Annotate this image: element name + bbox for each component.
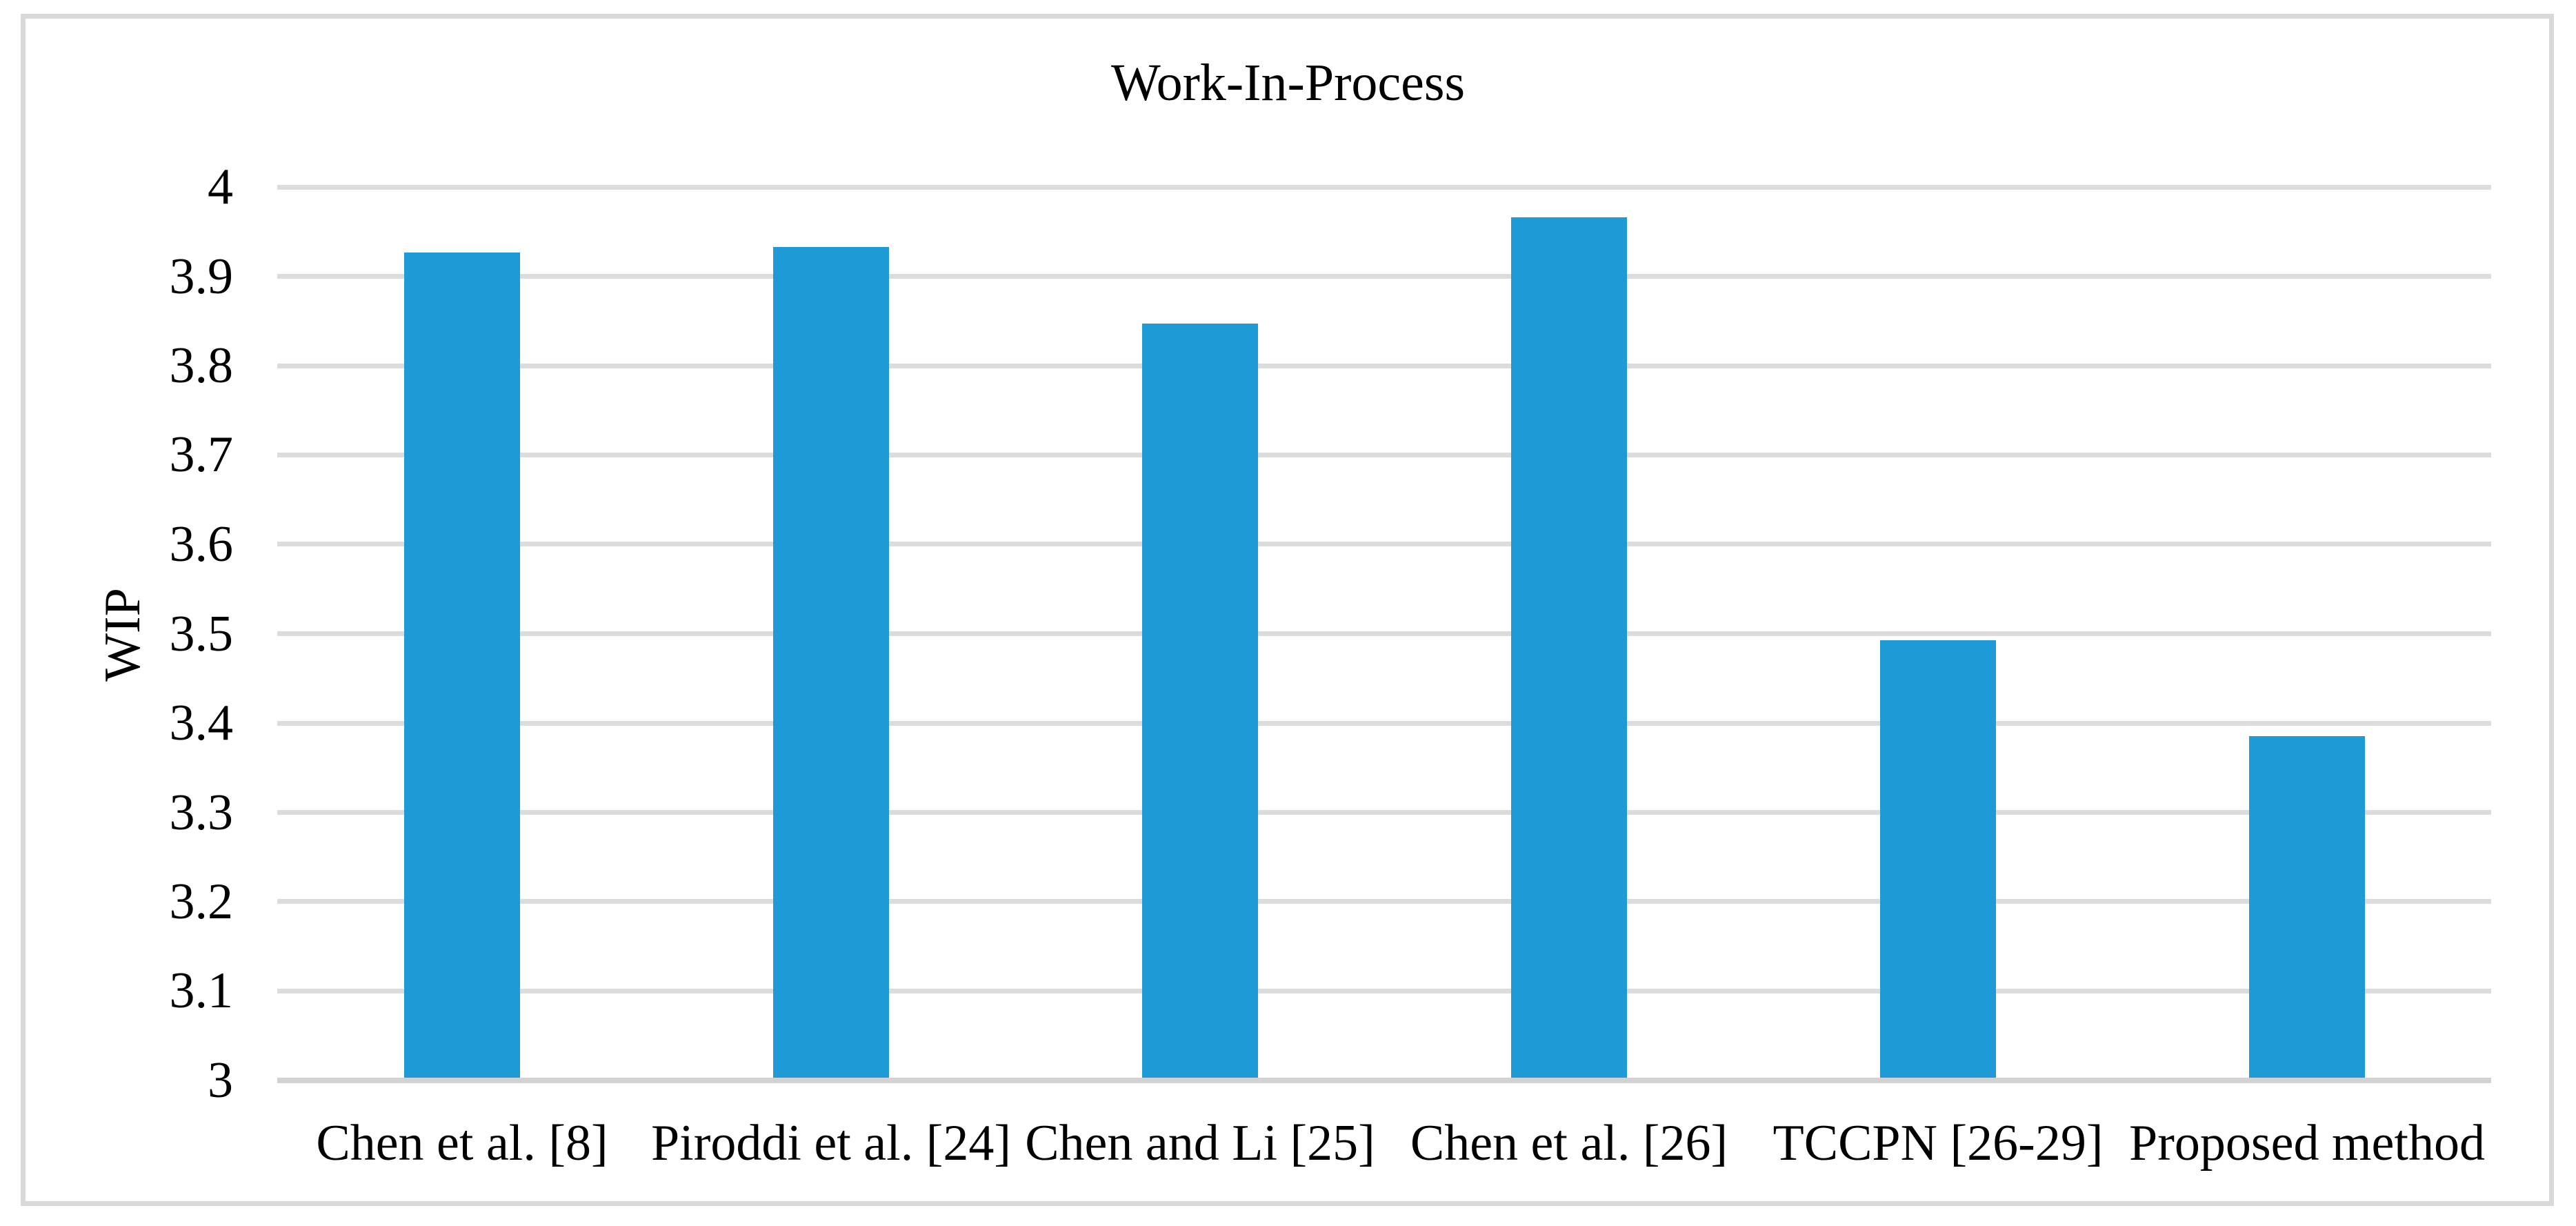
bar	[404, 253, 520, 1078]
y-tick-label: 3	[208, 1052, 233, 1109]
bar	[1511, 217, 1627, 1078]
gridline	[277, 810, 2491, 815]
y-tick-label: 3.7	[169, 426, 234, 483]
x-category-label: Proposed method	[2129, 1115, 2485, 1171]
gridline	[277, 364, 2491, 368]
gridline	[277, 453, 2491, 457]
y-tick-label: 4	[208, 159, 233, 215]
y-tick-label: 3.9	[169, 248, 234, 305]
gridline	[277, 899, 2491, 904]
y-tick-label: 3.4	[169, 695, 234, 751]
chart-border	[21, 14, 2554, 1206]
gridline	[277, 631, 2491, 636]
x-axis-line	[277, 1078, 2491, 1083]
gridline	[277, 274, 2491, 279]
bar	[1880, 640, 1996, 1078]
x-category-label: Chen et al. [8]	[316, 1115, 608, 1171]
y-tick-label: 3.3	[169, 784, 234, 841]
x-category-label: TCCPN [26-29]	[1773, 1115, 2104, 1171]
bar	[773, 247, 889, 1078]
bar	[1142, 324, 1258, 1078]
y-tick-label: 3.5	[169, 606, 234, 662]
chart-title: Work-In-Process	[1110, 54, 1466, 112]
gridline	[277, 989, 2491, 993]
x-category-label: Chen et al. [26]	[1410, 1115, 1728, 1171]
y-tick-label: 3.6	[169, 516, 234, 573]
y-tick-label: 3.1	[169, 962, 234, 1019]
x-category-label: Chen and Li [25]	[1025, 1115, 1375, 1171]
y-tick-label: 3.8	[169, 337, 234, 394]
gridline	[277, 721, 2491, 726]
bar	[2249, 736, 2365, 1078]
y-tick-label: 3.2	[169, 873, 234, 930]
x-category-label: Piroddi et al. [24]	[650, 1115, 1011, 1171]
gridline	[277, 185, 2491, 190]
gridline	[277, 542, 2491, 546]
